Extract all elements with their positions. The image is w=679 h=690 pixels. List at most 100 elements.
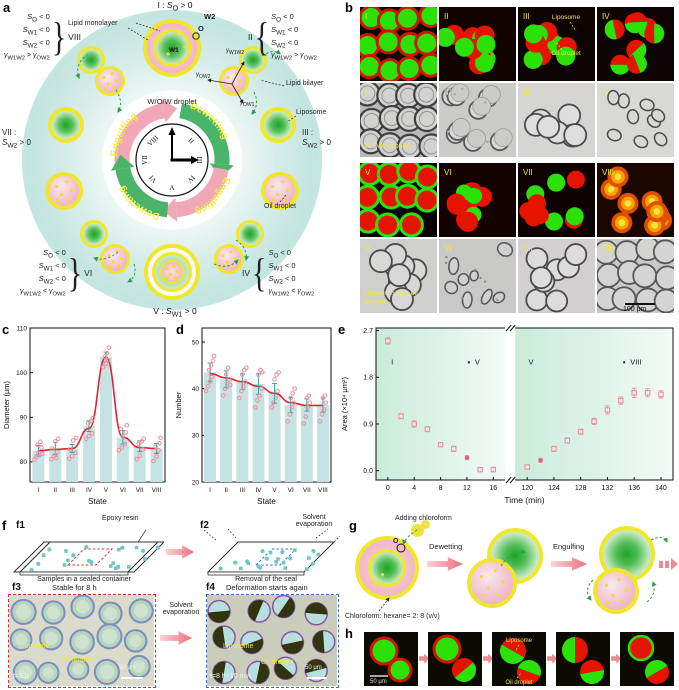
panel-a-state-cycle: a W1 [0,0,341,320]
b-tile-II-brightfield: II [439,83,516,157]
h-liposome-label: Liposome [506,638,533,644]
f4-title: Deformation starts again [226,583,308,592]
condition-line: SW2 < 0 [38,274,66,286]
condition-line: SW1 < 0 [22,25,50,37]
svg-text:100: 100 [16,370,27,377]
h-frame-5 [620,632,674,686]
svg-text:II: II [54,487,58,494]
h-arrow-1 [419,653,429,664]
oil-droplet-glyph-left [45,172,83,210]
svg-text:16: 16 [489,485,497,492]
h-oil-droplet-label: Oil droplet [505,680,533,686]
liposome-glyph-state-vii [48,107,84,143]
svg-text:0.0: 0.0 [363,468,373,475]
engulfing-dewetting-cycle: Engulfing Dewetting Engulfing Dewetting [109,99,234,222]
state-label: VI [84,268,93,279]
b-tile-I-fluorescence: I [360,7,437,81]
svg-text:120: 120 [521,485,533,492]
clock-numeral-III: III [195,156,203,164]
b-tile-VII-brightfield: VII [518,239,595,313]
svg-text:V: V [104,487,109,494]
f3-scale-label: 50 μm [119,665,136,671]
svg-text:W/O/W droplet: W/O/W droplet [364,143,410,150]
condition-line: SW1 < 0 [268,261,296,273]
state-ii-conditions: II { SO < 0 SW1 < 0 SW2 < 0 γW1W2 > γOW2 [248,12,317,64]
epoxy-resin-label: Epoxy resin [102,515,139,522]
b-tile-state-label: III [523,12,530,21]
svg-text:12: 12 [463,485,471,492]
condition-line: SW1 < 0 [38,261,66,273]
svg-text:110: 110 [17,325,28,332]
h-scale-label: 50 μm [370,679,387,685]
b-tile-I-brightfield: I W/O/W droplet [360,83,437,157]
lipid-monolayer-label: Lipid monolayer [68,20,118,27]
area-time-scatter-chart: 0.0 0.9 1.8 2.7 0 4 8 12 16 I V 120 124 128 132 136 140 V… [340,324,674,505]
condition-line: SO < 0 [43,248,66,260]
state-vi-conditions: SO < 0 SW1 < 0 SW2 < 0 γW1W2 < γOW2 } VI [20,248,92,300]
h-frame-2 [428,632,482,686]
b-tile-state-label: I [365,12,367,21]
panel-f-label: f [2,518,7,533]
brace: { [252,251,267,296]
svg-text:IV: IV [86,487,93,494]
panel-d-number-chart: d 20 30 40 50 I II III IV V VI VII VIII State Number [172,322,338,522]
h-frame-4 [556,632,610,686]
stage2-oil-droplet [467,558,517,608]
state-iv-conditions: IV { SO < 0 SW1 < 0 SW2 < 0 γW1W2 < γOW2 [242,248,314,300]
b-tile-state-label: VIII [602,168,614,177]
chloroform-mix-label: Chloroform: hexane= 2: 8 (v/v) [345,613,440,620]
svg-text:4: 4 [412,485,416,492]
panel-h-timelapse: h 50 μm [341,626,679,690]
h-arrow-3 [547,653,557,664]
h-frame-1: 50 μm [364,632,418,686]
engulfing-step-label: Engulfing [553,542,585,551]
seal-removed-schematic [203,528,341,576]
f1-caption: Samples in a sealed container [37,576,131,583]
svg-text:III: III [69,487,75,494]
f3-scale-line [121,677,143,679]
droplet-pair-state-ii [217,46,271,100]
wow-droplet-glyph-state-i: W1 [143,19,201,77]
svg-text:1.8: 1.8 [363,375,373,382]
clock-numeral-VII: VII [141,155,149,165]
b-tile-state-label: I [365,88,367,97]
f2-caption: Removal of the seal [235,576,297,583]
gamma-condition: γW1W2 < γOW2 [268,288,315,298]
svg-text:State: State [88,497,107,506]
svg-text:Number: Number [174,391,183,418]
svg-text:VIII: VIII [630,357,641,366]
clock-numeral-V: V [169,183,175,191]
b-tile-V-brightfield: V Liposome with oil droplet [360,239,437,313]
svg-text:0: 0 [386,485,390,492]
gamma-w1w2-label: γW1W2 [226,48,244,57]
continuation-arrow [659,558,678,570]
b-tile-VI-fluorescence: VI [439,163,516,237]
oil-droplet-glyph [219,66,249,96]
clock-numeral-I: I [170,129,174,137]
gamma-ow1-label: γOW1 [240,100,255,109]
liposome-label: Liposome [296,109,327,116]
svg-text:136: 136 [628,485,640,492]
b-tile-V-fluorescence: V [360,163,437,237]
f4-micrograph-frame: Liposome Oil droplet t=8 h+10 min 50 μm [206,594,339,688]
condition-line: SW2 < 0 [271,38,299,50]
svg-text:III: III [240,487,246,494]
f4-oil-droplet-label: Oil droplet [261,659,293,666]
scale-bar-line [625,303,655,305]
droplet-pair-state-iv [214,220,268,274]
multilayer-droplet-glyph-state-v [144,244,200,300]
b-tile-state-label: VIII [602,244,614,253]
stage3-oil-droplet [593,568,639,614]
state-label: VIII [68,32,81,43]
panel-c-label: c [2,322,10,337]
f3-time-label: t=8 h [13,673,29,680]
gamma-condition: γW1W2 > γOW2 [271,52,317,62]
gamma-ow2-label: γOW2 [196,72,211,81]
condition-line: SW2 < 0 [268,274,296,286]
clock-numeral-VIII: VIII [145,133,160,148]
svg-text:124: 124 [548,485,560,492]
state-clock [135,123,209,197]
